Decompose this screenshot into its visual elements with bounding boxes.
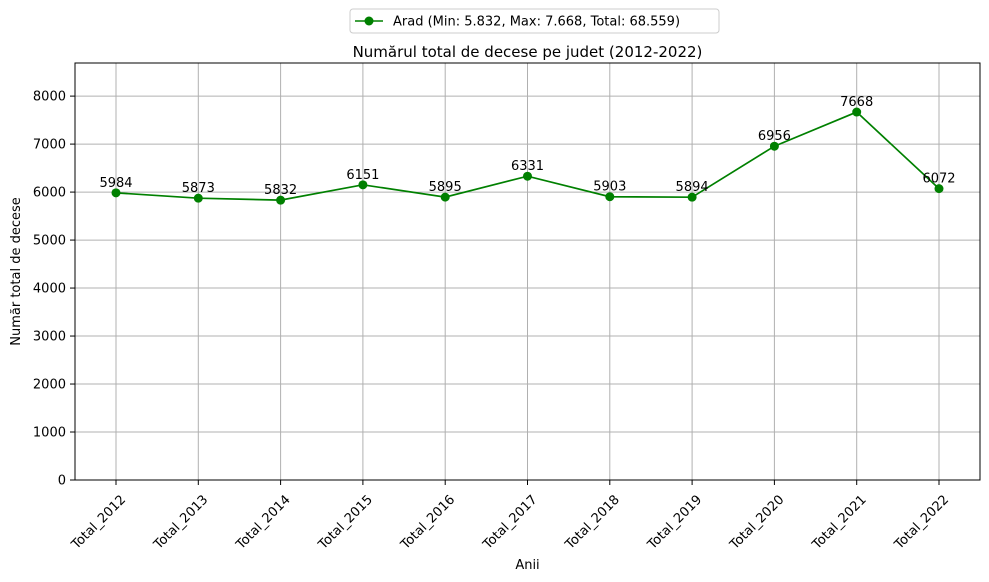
data-point bbox=[687, 192, 697, 202]
data-label: 5984 bbox=[99, 176, 132, 191]
x-axis-label: Anii bbox=[515, 558, 539, 573]
legend-marker bbox=[364, 16, 374, 26]
y-tick-label: 7000 bbox=[33, 138, 66, 153]
data-label: 5873 bbox=[182, 181, 215, 196]
data-label: 6956 bbox=[758, 129, 791, 144]
grid-lines bbox=[75, 63, 980, 481]
data-point bbox=[193, 193, 203, 203]
data-label: 6072 bbox=[922, 172, 955, 187]
data-label: 6151 bbox=[346, 168, 379, 183]
data-point bbox=[605, 192, 615, 202]
series-layer bbox=[111, 107, 944, 205]
data-point bbox=[769, 141, 779, 151]
data-point bbox=[934, 184, 944, 194]
data-label: 5903 bbox=[593, 180, 626, 195]
y-axis-label: Număr total de decese bbox=[9, 197, 24, 345]
data-point bbox=[111, 188, 121, 198]
data-label: 6331 bbox=[511, 159, 544, 174]
y-tick-label: 5000 bbox=[33, 234, 66, 249]
data-point bbox=[523, 171, 532, 181]
y-tick-label: 4000 bbox=[33, 282, 66, 297]
y-tick-label: 0 bbox=[58, 474, 66, 489]
data-label: 5894 bbox=[676, 180, 709, 195]
data-point bbox=[852, 107, 862, 117]
data-point bbox=[440, 192, 450, 202]
y-tick-label: 1000 bbox=[33, 426, 66, 441]
data-labels: 5984 5873 5832 6151 5895 6331 5903 5894 6956 7668… bbox=[99, 95, 955, 198]
data-point bbox=[276, 195, 286, 205]
data-point bbox=[358, 180, 368, 190]
data-label: 5832 bbox=[264, 183, 297, 198]
y-axis: 0 1000 2000 3000 4000 5000 6000 7000 8000 bbox=[33, 90, 75, 489]
y-tick-label: 3000 bbox=[33, 330, 66, 345]
data-label: 7668 bbox=[840, 95, 873, 110]
legend-box bbox=[349, 8, 720, 34]
y-tick-label: 8000 bbox=[33, 90, 66, 105]
legend: Arad (Min: 5.832, Max: 7.668, Total: 68.… bbox=[349, 8, 720, 34]
y-tick-label: 6000 bbox=[33, 186, 66, 201]
y-tick-label: 2000 bbox=[33, 378, 66, 393]
legend-label: Arad (Min: 5.832, Max: 7.668, Total: 68.… bbox=[393, 15, 680, 30]
chart-title: Numărul total de decese pe judet (2012-2… bbox=[353, 43, 703, 61]
data-label: 5895 bbox=[429, 180, 462, 195]
